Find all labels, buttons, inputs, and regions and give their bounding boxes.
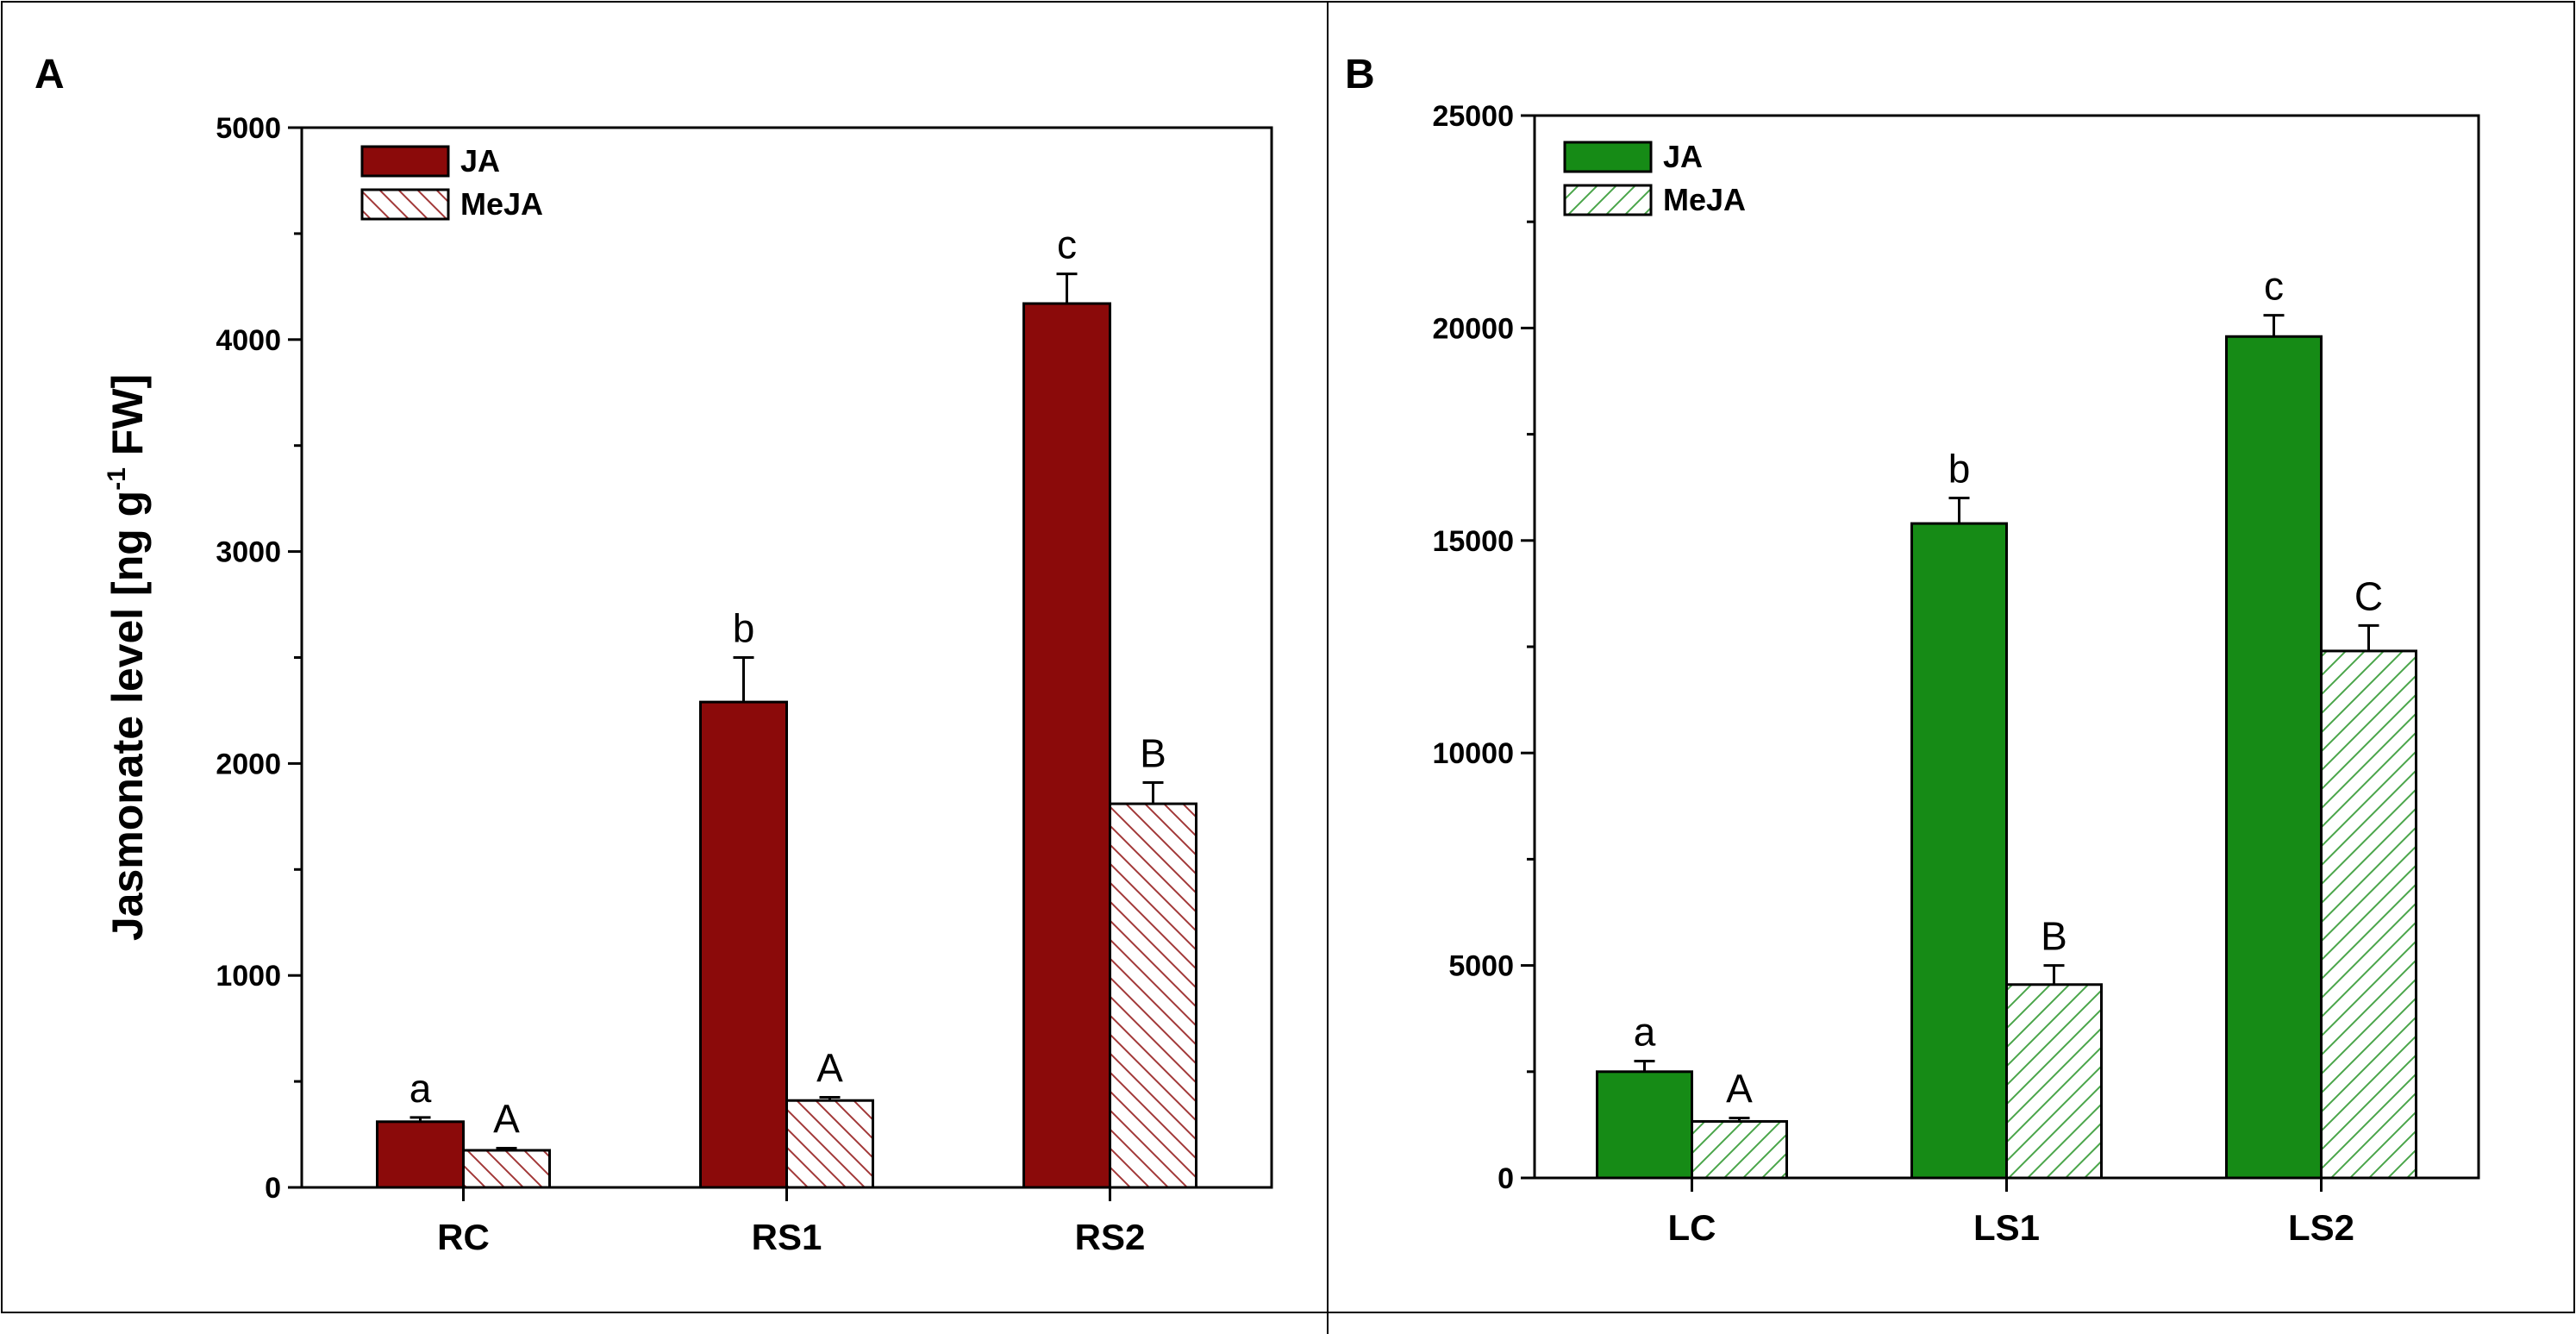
legend-label-ja: JA	[1663, 139, 1703, 174]
chart-panel-b: B 0 5000 10000 15000 20000 25000 LC a A LS1 b B LS2 c C…	[1345, 52, 2480, 1248]
bar-ja-lc	[1596, 1070, 1693, 1180]
chart-panel-a: A 0 1000 2000 3000 4000 5000 Jasmonate level [n…	[34, 52, 1273, 1257]
legend-swatch-ja	[360, 145, 450, 178]
significance-letter: B	[1140, 731, 1166, 776]
legend-label-ja: JA	[460, 143, 500, 178]
x-tick-label: LC	[1668, 1207, 1716, 1248]
y-axis-label: Jasmonate level [ng g-1 FW]	[103, 374, 152, 941]
y-tick-label: 25000	[1432, 100, 1514, 133]
x-tick-label: LS1	[1973, 1207, 2040, 1248]
bar-ja-rs1	[699, 700, 788, 1189]
significance-letter: c	[2264, 264, 2284, 309]
y-tick-label: 0	[1497, 1162, 1514, 1195]
significance-letter: B	[2041, 914, 2067, 959]
y-tick-label: 1000	[216, 960, 281, 993]
bar-meja-rs2	[1109, 802, 1197, 1189]
bar-ja-ls1	[1910, 522, 2008, 1180]
significance-letter: c	[1057, 222, 1077, 267]
y-tick-label: 3000	[216, 536, 281, 569]
legend-swatch-ja	[1563, 141, 1653, 173]
y-tick-label: 5000	[216, 112, 281, 145]
bar-meja-lc	[1691, 1119, 1788, 1180]
significance-letter: A	[493, 1097, 520, 1142]
significance-letter: A	[816, 1046, 843, 1091]
legend-swatch-meja	[1563, 184, 1653, 216]
bar-ja-ls2	[2225, 335, 2323, 1180]
significance-letter: A	[1726, 1067, 1753, 1112]
significance-letter: C	[2354, 573, 2383, 618]
y-tick-label: 2000	[216, 748, 281, 780]
significance-letter: b	[733, 606, 755, 651]
x-tick-label: RC	[437, 1217, 490, 1257]
bar-ja-rs2	[1022, 302, 1111, 1189]
y-tick-label: 4000	[216, 324, 281, 357]
x-tick-label: RS2	[1075, 1217, 1146, 1257]
y-tick-label: 20000	[1432, 312, 1514, 345]
bar-meja-rc	[462, 1149, 551, 1189]
x-tick-label: LS2	[2288, 1207, 2354, 1248]
y-tick-label: 0	[265, 1172, 281, 1205]
bar-meja-ls2	[2320, 649, 2417, 1180]
panel-label: A	[34, 52, 65, 97]
y-tick-label: 15000	[1432, 525, 1514, 558]
bar-meja-ls1	[2005, 983, 2103, 1180]
bar-ja-rc	[376, 1120, 465, 1189]
legend-label-meja: MeJA	[1663, 182, 1746, 217]
significance-letter: b	[1948, 447, 1971, 492]
y-tick-label: 10000	[1432, 737, 1514, 770]
significance-letter: a	[1634, 1009, 1656, 1054]
y-tick-label: 5000	[1448, 950, 1514, 983]
legend-label-meja: MeJA	[460, 186, 543, 222]
panel-label: B	[1345, 52, 1375, 97]
significance-letter: a	[410, 1066, 432, 1111]
legend-swatch-meja	[360, 188, 450, 221]
bar-meja-rs1	[785, 1099, 874, 1189]
x-tick-label: RS1	[752, 1217, 822, 1257]
